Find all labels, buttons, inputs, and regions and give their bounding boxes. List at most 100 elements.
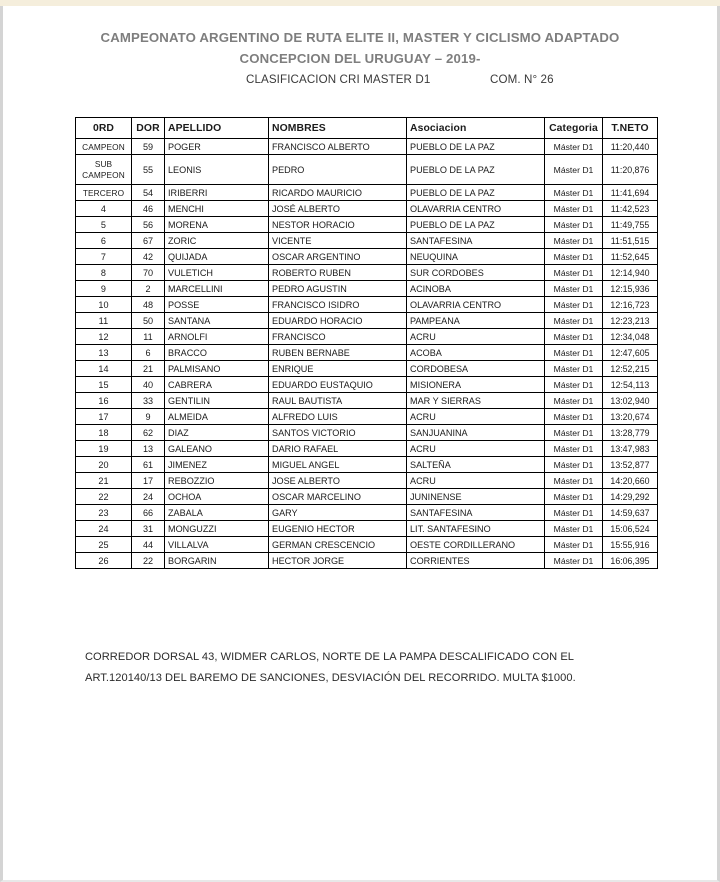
page-title-line-1: CAMPEONATO ARGENTINO DE RUTA ELITE II, M… — [100, 30, 620, 45]
cell-categoria: Máster D1 — [544, 328, 603, 345]
cell-categoria: Máster D1 — [544, 520, 603, 537]
cell-tneto: 14:20,660 — [602, 472, 658, 489]
cell-asociacion: ACINOBA — [406, 280, 545, 297]
cell-categoria: Máster D1 — [544, 456, 603, 473]
cell-categoria: Máster D1 — [544, 280, 603, 297]
cell-dor: 31 — [131, 520, 165, 537]
cell-ord: 8 — [75, 264, 132, 281]
cell-ord: 23 — [75, 504, 132, 521]
cell-asociacion: PAMPEANA — [406, 312, 545, 329]
cell-nombres: EDUARDO EUSTAQUIO — [268, 376, 407, 393]
cell-dor: 17 — [131, 472, 165, 489]
cell-tneto: 11:51,515 — [602, 232, 658, 249]
cell-categoria: Máster D1 — [544, 216, 603, 233]
table-row: TERCERO 54 IRIBERRI RICARDO MAURICIO PUEBLO … — [75, 184, 658, 201]
cell-nombres: OSCAR ARGENTINO — [268, 248, 407, 265]
cell-categoria: Máster D1 — [544, 264, 603, 281]
cell-ord: 6 — [75, 232, 132, 249]
cell-asociacion: SALTEÑA — [406, 456, 545, 473]
cell-nombres: ROBERTO RUBEN — [268, 264, 407, 281]
table-row: 4 46 MENCHI JOSÉ ALBERTO OLAVARRIA CENTRO Más… — [75, 200, 658, 217]
cell-nombres: GERMAN CRESCENCIO — [268, 536, 407, 553]
cell-categoria: Máster D1 — [544, 154, 603, 185]
cell-asociacion: LIT. SANTAFESINO — [406, 520, 545, 537]
cell-apellido: PALMISANO — [164, 360, 269, 377]
cell-tneto: 12:16,723 — [602, 296, 658, 313]
cell-apellido: GENTILIN — [164, 392, 269, 409]
cell-ord: 24 — [75, 520, 132, 537]
cell-ord: CAMPEON — [75, 138, 132, 155]
cell-tneto: 15:06,524 — [602, 520, 658, 537]
cell-tneto: 15:55,916 — [602, 536, 658, 553]
cell-categoria: Máster D1 — [544, 408, 603, 425]
cell-apellido: POGER — [164, 138, 269, 155]
cell-asociacion: JUNINENSE — [406, 488, 545, 505]
column-header-tneto: T.NETO — [602, 117, 658, 139]
cell-tneto: 13:02,940 — [602, 392, 658, 409]
cell-tneto: 13:47,983 — [602, 440, 658, 457]
cell-apellido: BRACCO — [164, 344, 269, 361]
cell-ord: 12 — [75, 328, 132, 345]
cell-tneto: 11:20,440 — [602, 138, 658, 155]
cell-categoria: Máster D1 — [544, 296, 603, 313]
cell-dor: 48 — [131, 296, 165, 313]
cell-nombres: FRANCISCO ALBERTO — [268, 138, 407, 155]
table-row: 13 6 BRACCO RUBEN BERNABE ACOBA Máster D1 12:4… — [75, 344, 658, 361]
cell-asociacion: PUEBLO DE LA PAZ — [406, 154, 545, 185]
page-subtitle-row: CLASIFICACION CRI MASTER D1 COM. N° 26 — [3, 69, 717, 91]
column-header-ord: 0RD — [75, 117, 132, 139]
cell-asociacion: OLAVARRIA CENTRO — [406, 296, 545, 313]
cell-dor: 66 — [131, 504, 165, 521]
cell-categoria: Máster D1 — [544, 312, 603, 329]
table-row: 9 2 MARCELLINI PEDRO AGUSTIN ACINOBA Máster D… — [75, 280, 658, 297]
cell-ord: 25 — [75, 536, 132, 553]
cell-tneto: 12:23,213 — [602, 312, 658, 329]
cell-nombres: DARIO RAFAEL — [268, 440, 407, 457]
cell-asociacion: CORRIENTES — [406, 552, 545, 569]
cell-nombres: FRANCISCO — [268, 328, 407, 345]
cell-ord: 17 — [75, 408, 132, 425]
results-table-container: 0RD DOR APELLIDO NOMBRES Asociacion Cate… — [75, 117, 658, 569]
cell-nombres: NESTOR HORACIO — [268, 216, 407, 233]
cell-categoria: Máster D1 — [544, 184, 603, 201]
cell-dor: 42 — [131, 248, 165, 265]
cell-asociacion: SANJUANINA — [406, 424, 545, 441]
cell-nombres: PEDRO AGUSTIN — [268, 280, 407, 297]
cell-apellido: POSSE — [164, 296, 269, 313]
cell-tneto: 12:47,605 — [602, 344, 658, 361]
column-header-nombres: NOMBRES — [268, 117, 407, 139]
table-row: 19 13 GALEANO DARIO RAFAEL ACRU Máster D1 13:4… — [75, 440, 658, 457]
table-row: 25 44 VILLALVA GERMAN CRESCENCIO OESTE CORDI… — [75, 536, 658, 553]
cell-ord: 9 — [75, 280, 132, 297]
cell-ord: 15 — [75, 376, 132, 393]
cell-apellido: ARNOLFI — [164, 328, 269, 345]
cell-dor: 46 — [131, 200, 165, 217]
cell-ord: 21 — [75, 472, 132, 489]
cell-nombres: GARY — [268, 504, 407, 521]
column-header-dor: DOR — [131, 117, 165, 139]
cell-categoria: Máster D1 — [544, 536, 603, 553]
cell-tneto: 11:20,876 — [602, 154, 658, 185]
cell-apellido: CABRERA — [164, 376, 269, 393]
cell-categoria: Máster D1 — [544, 440, 603, 457]
cell-apellido: ZORIC — [164, 232, 269, 249]
footnote-block: CORREDOR DORSAL 43, WIDMER CARLOS, NORTE… — [85, 647, 645, 689]
cell-tneto: 12:54,113 — [602, 376, 658, 393]
cell-dor: 6 — [131, 344, 165, 361]
cell-dor: 67 — [131, 232, 165, 249]
results-table-body: CAMPEON 59 POGER FRANCISCO ALBERTO PUEBLO DE… — [75, 138, 658, 569]
cell-asociacion: SUR CORDOBES — [406, 264, 545, 281]
cell-tneto: 14:29,292 — [602, 488, 658, 505]
cell-asociacion: NEUQUINA — [406, 248, 545, 265]
cell-categoria: Máster D1 — [544, 360, 603, 377]
cell-asociacion: SANTAFESINA — [406, 232, 545, 249]
cell-asociacion: PUEBLO DE LA PAZ — [406, 138, 545, 155]
cell-categoria: Máster D1 — [544, 248, 603, 265]
cell-ord: TERCERO — [75, 184, 132, 201]
table-row: 12 11 ARNOLFI FRANCISCO ACRU Máster D1 12:34,0… — [75, 328, 658, 345]
cell-asociacion: PUEBLO DE LA PAZ — [406, 184, 545, 201]
cell-apellido: BORGARIN — [164, 552, 269, 569]
cell-nombres: JOSE ALBERTO — [268, 472, 407, 489]
cell-asociacion: ACRU — [406, 408, 545, 425]
cell-asociacion: MISIONERA — [406, 376, 545, 393]
